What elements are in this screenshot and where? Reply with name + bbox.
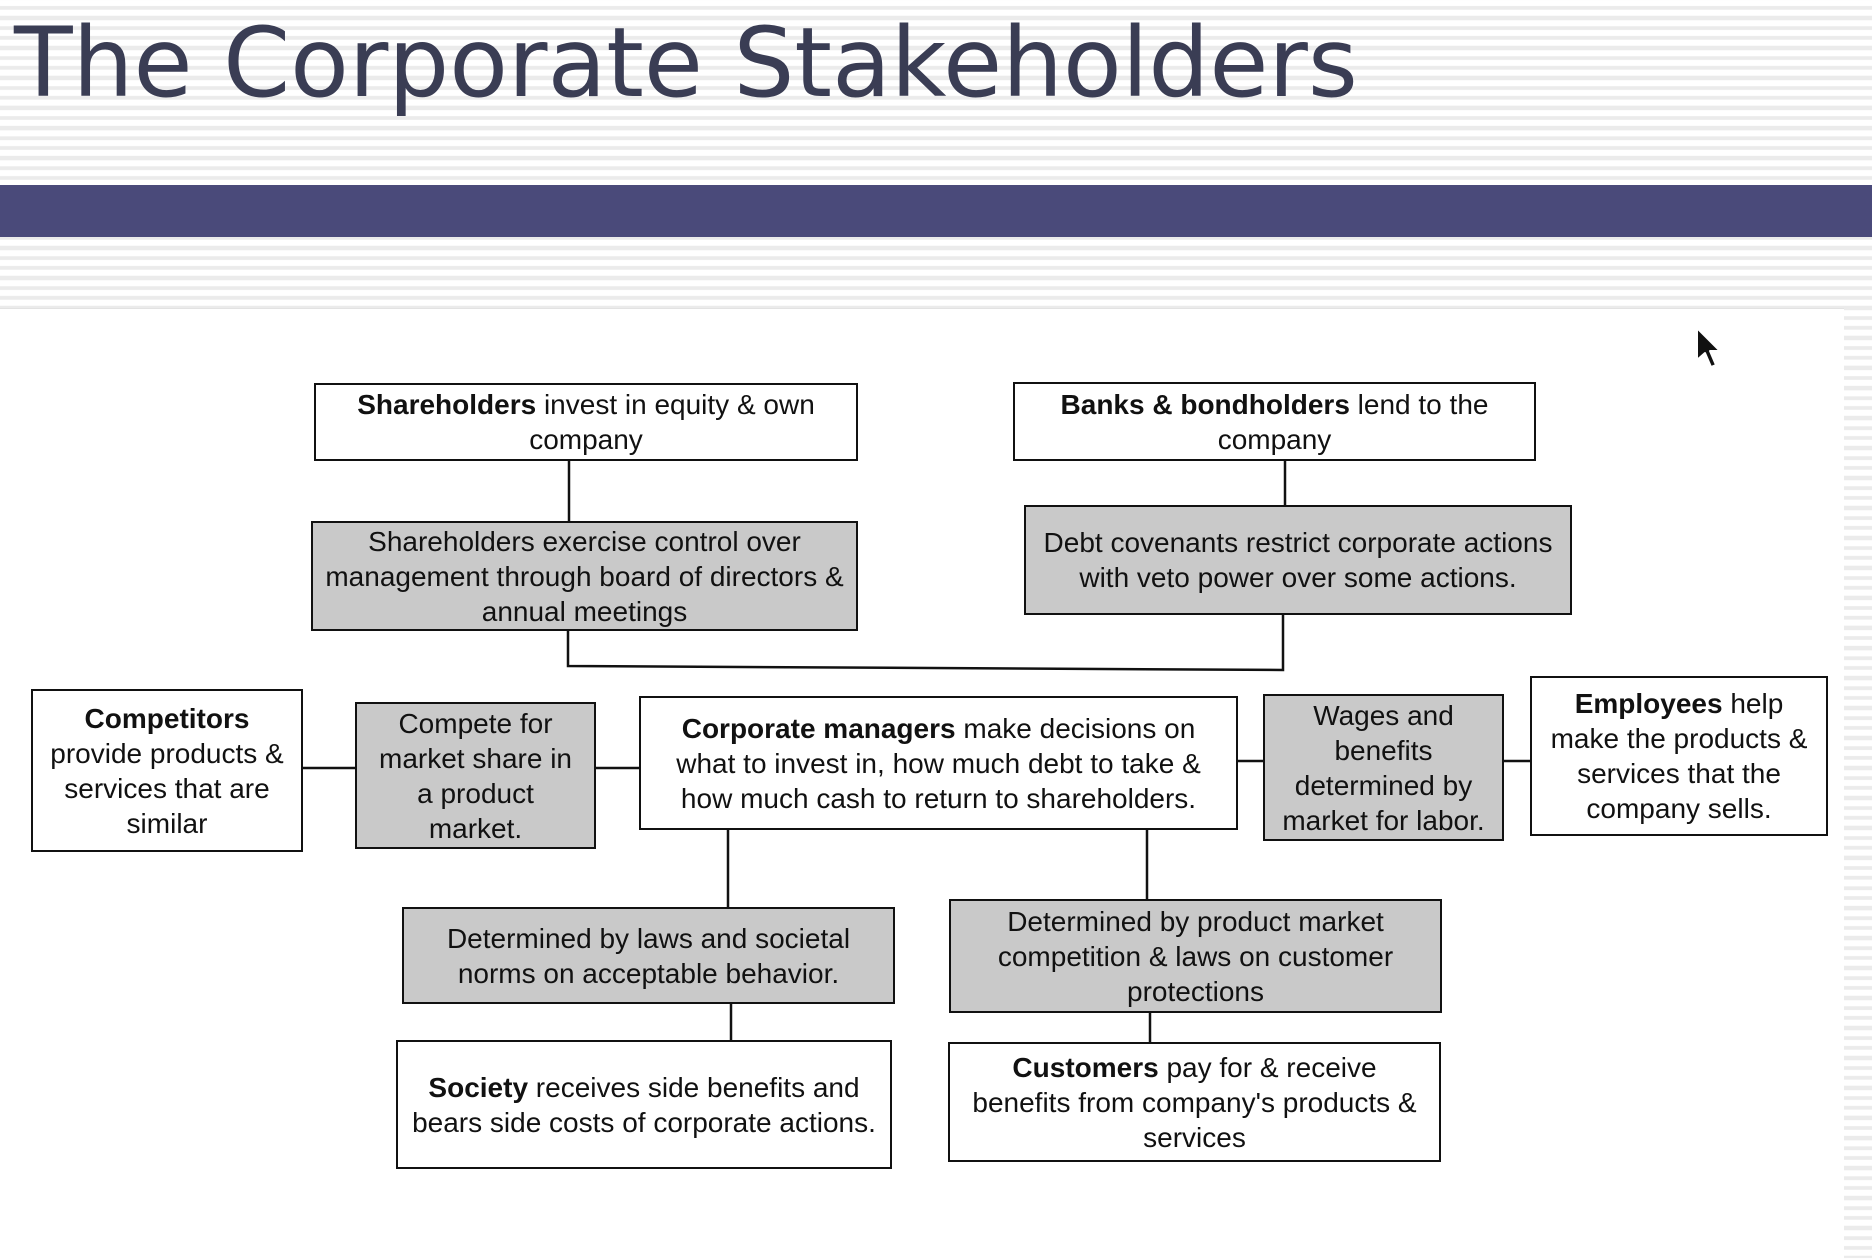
debt-covenants-label: Debt covenants restrict corporate action… <box>1043 527 1553 593</box>
title-accent-bar <box>0 185 1872 237</box>
competitors-box: Competitors provide products & services … <box>31 689 303 852</box>
shareholders-box: Shareholders invest in equity & own comp… <box>314 383 858 461</box>
debt-covenants-box: Debt covenants restrict corporate action… <box>1024 505 1572 615</box>
shareholder-control-box: Shareholders exercise control over manag… <box>311 521 858 631</box>
corporate-managers-label: Corporate managers make decisions on wha… <box>676 712 1201 814</box>
banks-bondholders-box: Banks & bondholders lend to the company <box>1013 382 1536 461</box>
connector-control-covenants-to-managers <box>566 615 1285 672</box>
customers-box: Customers pay for & receive benefits fro… <box>948 1042 1441 1162</box>
banks-bondholders-label: Banks & bondholders lend to the company <box>1060 388 1489 455</box>
laws-norms-box: Determined by laws and societal norms on… <box>402 907 895 1004</box>
employees-box: Employees help make the products & servi… <box>1530 676 1828 836</box>
product-market-competition-box: Determined by product market competition… <box>949 899 1442 1013</box>
laws-norms-label: Determined by laws and societal norms on… <box>446 922 851 989</box>
customers-label: Customers pay for & receive benefits fro… <box>972 1051 1417 1153</box>
society-label: Society receives side benefits and bears… <box>412 1071 876 1138</box>
slide-title: The Corporate Stakeholders <box>14 7 1358 119</box>
product-market-competition-label: Determined by product market competition… <box>997 905 1394 1007</box>
stakeholder-diagram: Shareholders invest in equity & own comp… <box>0 308 1844 1259</box>
wages-benefits-box: Wages and benefits determined by market … <box>1263 694 1504 841</box>
employees-label: Employees help make the products & servi… <box>1550 688 1808 824</box>
arrow-cursor-icon <box>1696 327 1721 368</box>
corporate-managers-box: Corporate managers make decisions on wha… <box>639 696 1238 830</box>
society-box: Society receives side benefits and bears… <box>396 1040 892 1169</box>
compete-market-share-box: Compete for market share in a product ma… <box>355 702 596 849</box>
compete-market-share-label: Compete for market share in a product ma… <box>379 707 572 844</box>
shareholders-label: Shareholders invest in equity & own comp… <box>357 389 815 455</box>
shareholder-control-label: Shareholders exercise control over manag… <box>325 525 844 627</box>
wages-benefits-label: Wages and benefits determined by market … <box>1282 699 1485 836</box>
competitors-label: Competitors provide products & services … <box>50 702 284 839</box>
diagram-connectors <box>302 461 1531 1042</box>
